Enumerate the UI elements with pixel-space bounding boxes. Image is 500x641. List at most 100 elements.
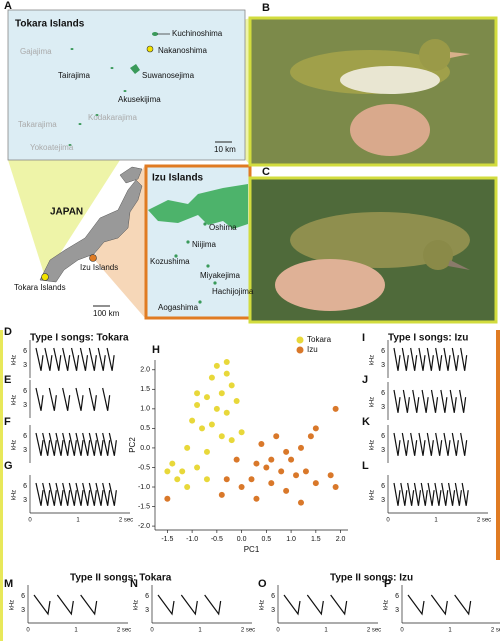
point	[194, 401, 201, 408]
island-label: Kuchinoshima	[172, 29, 223, 38]
point	[332, 484, 339, 491]
tick-label: 6	[23, 433, 27, 440]
tick-label: 1	[74, 628, 78, 634]
axis-label: kHz	[370, 490, 376, 500]
axis-label: kHz	[370, 397, 376, 407]
tick-label: 3	[381, 404, 385, 411]
place-label: Izu Islands	[80, 263, 118, 272]
tick-label: 6	[23, 483, 27, 490]
x-tick-label: 2.0	[336, 536, 346, 543]
point	[238, 484, 245, 491]
country-label: JAPAN	[50, 207, 83, 218]
island	[174, 254, 178, 258]
island-label: Tairajima	[58, 71, 91, 80]
panel-label: B	[262, 2, 270, 14]
point	[194, 464, 201, 471]
point	[288, 456, 295, 463]
y-tick-label: 0.0	[140, 445, 150, 452]
point	[203, 476, 210, 483]
spectrogram	[393, 389, 467, 413]
point	[233, 398, 240, 405]
spectrogram	[33, 594, 98, 616]
tick-label: 3	[21, 607, 25, 614]
point	[268, 480, 275, 487]
island-label: Suwanosejima	[142, 71, 195, 80]
tick-label: 3	[23, 497, 27, 504]
point	[203, 448, 210, 455]
tick-label: 1	[198, 628, 202, 634]
y-axis-label: PC2	[128, 437, 137, 453]
y-tick-label: 0.5	[140, 425, 150, 432]
tick-label: 3	[23, 402, 27, 409]
tick-label: 6	[145, 593, 149, 600]
point	[223, 358, 230, 365]
tick-label: 3	[23, 447, 27, 454]
x-tick-label: -0.5	[211, 536, 223, 543]
panel-label: E	[4, 374, 11, 386]
tick-label: 3	[395, 607, 399, 614]
tick-label: 3	[23, 362, 27, 369]
x-tick-label: 0.5	[261, 536, 271, 543]
land	[148, 184, 248, 229]
island-label: Gajajima	[20, 47, 52, 56]
axis-label: kHz	[370, 440, 376, 450]
tick-label: 2 sec	[117, 628, 131, 634]
point	[263, 464, 270, 471]
spectrogram	[393, 482, 469, 506]
island-label: Yokoatejima	[30, 143, 74, 152]
spectrogram	[407, 594, 472, 616]
map-title: Tokara Islands	[15, 19, 85, 30]
point	[283, 487, 290, 494]
point	[253, 495, 260, 502]
panel-label: P	[384, 578, 391, 590]
photo-c	[248, 176, 498, 324]
legend-swatch	[296, 336, 304, 344]
point	[278, 468, 285, 475]
point	[208, 421, 215, 428]
point	[253, 460, 260, 467]
tick-label: 6	[23, 388, 27, 395]
y-tick-label: -0.5	[138, 464, 150, 471]
axis-label: kHz	[134, 600, 140, 610]
point	[194, 390, 201, 397]
spectrogram	[393, 432, 468, 456]
x-tick-label: 0.0	[237, 536, 247, 543]
island-label: Kozushima	[150, 257, 190, 266]
tick-label: 0	[386, 518, 390, 524]
panel-label: I	[362, 332, 365, 344]
island-label: Takarajima	[18, 120, 57, 129]
izu-dot	[89, 254, 97, 262]
song-title: Type II songs: Izu	[330, 573, 413, 584]
point	[164, 468, 171, 475]
point	[164, 495, 171, 502]
island	[206, 264, 210, 268]
tick-label: 2 sec	[367, 628, 381, 634]
panel-label: M	[4, 578, 13, 590]
x-tick-label: 1.0	[286, 536, 296, 543]
panel-label: N	[130, 578, 138, 590]
legend-label: Tokara	[307, 335, 332, 344]
tick-label: 6	[395, 593, 399, 600]
map-title: Izu Islands	[152, 173, 204, 184]
song-title: Type I songs: Izu	[388, 333, 468, 344]
point	[174, 476, 181, 483]
tick-label: 0	[150, 628, 154, 634]
y-tick-label: -1.5	[138, 503, 150, 510]
point	[228, 437, 235, 444]
tick-label: 3	[145, 607, 149, 614]
legend-label: Izu	[307, 345, 318, 354]
point	[218, 390, 225, 397]
tick-label: 1	[324, 628, 328, 634]
tick-label: 2 sec	[241, 628, 255, 634]
tick-label: 2 sec	[477, 518, 491, 524]
place-label: Tokara Islands	[14, 283, 66, 292]
tick-label: 6	[23, 348, 27, 355]
panel-label: F	[4, 416, 11, 428]
island-label: Miyakejima	[200, 271, 241, 280]
panel-label: J	[362, 374, 368, 386]
x-tick-label: 1.5	[311, 536, 321, 543]
tick-label: 0	[26, 628, 30, 634]
spectrogram	[283, 594, 348, 616]
spectrogram	[35, 482, 117, 506]
island-label: Hachijojima	[212, 287, 254, 296]
